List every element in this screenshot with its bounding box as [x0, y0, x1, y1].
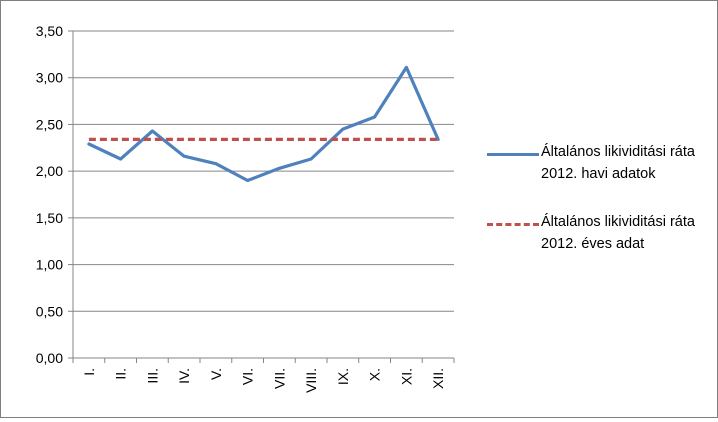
series-line-monthly [87, 65, 440, 183]
legend-item-yearly: Általános likividitási ráta 2012. éves a… [481, 211, 711, 271]
y-tick-label: 1,50 [36, 210, 63, 226]
y-tick-label: 3,00 [36, 70, 63, 86]
x-tick-labels: I. II. III. IV. V. VI. VII. VIII. IX. X. XI. XII. [81, 368, 446, 393]
legend-swatch-yearly [487, 223, 539, 226]
y-tick-label: 0,00 [36, 350, 63, 366]
series-lines [87, 65, 440, 183]
x-tick-label: VI. [240, 368, 256, 385]
gridlines [73, 30, 454, 312]
x-tick-label: VIII. [303, 368, 319, 393]
legend: Általános likividitási ráta 2012. havi a… [481, 141, 711, 271]
legend-label-monthly: Általános likividitási ráta 2012. havi a… [541, 144, 695, 182]
x-tick-label: XI. [398, 368, 414, 385]
legend-swatch-monthly [487, 153, 539, 156]
y-tick-label: 3,50 [36, 23, 63, 39]
x-tick-label: VII. [271, 368, 287, 389]
x-tick-label: II. [113, 368, 129, 380]
x-tick-label: X. [367, 368, 383, 381]
y-tick-labels: 0,00 0,50 1,00 1,50 2,00 2,50 3,00 3,50 [36, 23, 63, 366]
x-tick-label: IX. [335, 368, 351, 385]
axes [68, 30, 455, 363]
x-tick-label: I. [81, 368, 97, 376]
legend-label-yearly: Általános likividitási ráta 2012. éves a… [541, 214, 695, 252]
y-tick-label: 1,00 [36, 257, 63, 273]
x-tick-label: XII. [430, 368, 446, 389]
y-tick-label: 2,00 [36, 163, 63, 179]
y-tick-label: 2,50 [36, 116, 63, 132]
x-tick-label: V. [208, 368, 224, 380]
legend-item-monthly: Általános likividitási ráta 2012. havi a… [481, 141, 711, 211]
x-tick-label: IV. [176, 368, 192, 384]
y-tick-label: 0,50 [36, 303, 63, 319]
x-tick-label: III. [144, 368, 160, 384]
